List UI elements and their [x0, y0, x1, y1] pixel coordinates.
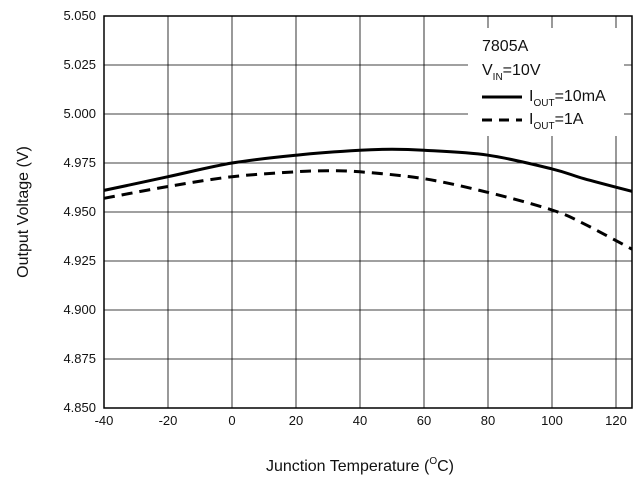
x-axis-label-post: C): [437, 458, 454, 475]
series-line-10ma: [103, 147, 633, 193]
y-tick-label: 4.900: [63, 302, 96, 317]
series-layer: [103, 147, 633, 251]
x-axis-label: Junction Temperature (OC): [266, 456, 454, 475]
x-axis-label-pre: Junction Temperature (: [266, 458, 430, 475]
legend-entry-10ma-value: =10mA: [555, 88, 606, 105]
legend-entry-1a-sub: OUT: [533, 121, 554, 132]
y-tick-label: 5.000: [63, 106, 96, 121]
legend-condition-sub: IN: [493, 72, 503, 83]
y-tick-label: 4.975: [63, 155, 96, 170]
legend-entry-10ma-main: I: [529, 88, 533, 105]
y-tick-label: 4.925: [63, 253, 96, 268]
x-tick-label: 0: [228, 413, 235, 428]
x-tick-label: 20: [289, 413, 303, 428]
legend-entry-1a-value: =1A: [555, 111, 584, 128]
legend-condition: VIN=10V: [482, 62, 541, 83]
legend: 7805A VIN=10V IOUT=10mA IOUT=1A: [468, 28, 624, 136]
x-axis-label-sup: O: [429, 456, 437, 467]
legend-condition-v: V: [482, 62, 493, 79]
x-tick-label: 120: [605, 413, 627, 428]
x-tick-label: 60: [417, 413, 431, 428]
legend-condition-value: =10V: [503, 62, 541, 79]
legend-entry-1a: IOUT=1A: [529, 111, 584, 132]
legend-entry-1a-main: I: [529, 111, 533, 128]
x-tick-label: 40: [353, 413, 367, 428]
legend-background: [468, 28, 624, 136]
x-tick-label: -40: [95, 413, 114, 428]
plot-frame: [103, 15, 633, 409]
legend-entry-10ma: IOUT=10mA: [529, 88, 606, 109]
legend-title: 7805A: [482, 38, 529, 55]
series-line-1a: [103, 169, 633, 251]
y-axis-label: Output Voltage (V): [15, 146, 32, 278]
x-tick-label: 80: [481, 413, 495, 428]
y-tick-label: 5.025: [63, 57, 96, 72]
y-tick-label: 4.875: [63, 351, 96, 366]
x-tick-label: -20: [159, 413, 178, 428]
y-tick-label: 5.050: [63, 8, 96, 23]
y-tick-label: 4.850: [63, 400, 96, 415]
x-tick-label: 100: [541, 413, 563, 428]
y-tick-label: 4.950: [63, 204, 96, 219]
tick-labels: -40 -20 0 20 40 60 80 100 120 4.850 4.875 4.900 4.92…: [63, 8, 626, 428]
legend-entry-10ma-sub: OUT: [533, 98, 554, 109]
